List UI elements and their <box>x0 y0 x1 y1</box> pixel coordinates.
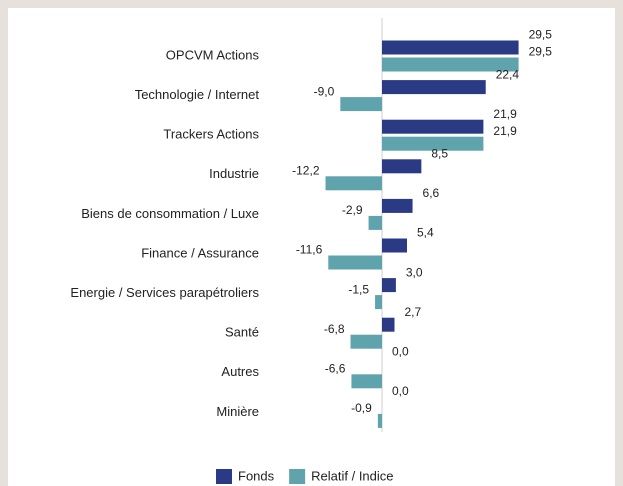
legend-label: Relatif / Indice <box>311 468 393 483</box>
value-label: 5,4 <box>417 226 434 240</box>
category-label: OPCVM Actions <box>166 47 260 62</box>
category-label: Autres <box>221 364 259 379</box>
value-label: 21,9 <box>493 124 517 138</box>
bar <box>382 119 484 134</box>
bar <box>382 57 519 72</box>
category-label: Santé <box>225 325 259 340</box>
bar <box>328 255 382 270</box>
value-label: 22,4 <box>496 67 520 81</box>
legend-swatch <box>289 469 306 484</box>
value-label: -6,8 <box>324 322 345 336</box>
bar <box>351 374 382 389</box>
value-label: 8,5 <box>431 146 448 160</box>
value-label: -11,6 <box>296 243 323 257</box>
value-label: 29,5 <box>529 28 553 42</box>
value-label: -6,6 <box>325 361 346 375</box>
category-label: Energie / Services parapétroliers <box>70 285 259 300</box>
bar <box>368 215 382 230</box>
value-label: -1,5 <box>348 282 369 296</box>
category-label: Biens de consommation / Luxe <box>81 206 259 221</box>
value-label: 2,7 <box>405 305 422 319</box>
bar <box>382 159 422 174</box>
bar <box>382 317 395 332</box>
panel <box>8 8 615 486</box>
category-label: Minière <box>216 404 259 419</box>
value-label: 21,9 <box>493 107 517 121</box>
bar <box>382 80 486 95</box>
bar <box>382 40 519 55</box>
category-label: Trackers Actions <box>163 127 259 142</box>
value-label: 3,0 <box>406 265 423 279</box>
bar <box>382 136 484 151</box>
value-label: 29,5 <box>529 45 553 59</box>
bar <box>350 334 382 349</box>
value-label: -9,0 <box>314 84 335 98</box>
legend-swatch <box>216 469 232 484</box>
value-label: 0,0 <box>392 344 409 358</box>
bar <box>382 238 408 253</box>
value-label: 0,0 <box>392 384 409 398</box>
bar <box>377 413 382 428</box>
value-label: 6,6 <box>423 186 440 200</box>
category-label: Technologie / Internet <box>135 87 260 102</box>
category-label: Industrie <box>209 166 259 181</box>
value-label: -0,9 <box>351 401 372 415</box>
category-label: Finance / Assurance <box>141 245 259 260</box>
bar <box>382 278 396 293</box>
bar <box>340 97 382 112</box>
legend-label: Fonds <box>238 468 275 483</box>
bar <box>325 176 382 191</box>
value-label: -12,2 <box>292 163 320 177</box>
bar <box>375 295 382 310</box>
bar <box>382 198 413 213</box>
value-label: -2,9 <box>342 203 363 217</box>
